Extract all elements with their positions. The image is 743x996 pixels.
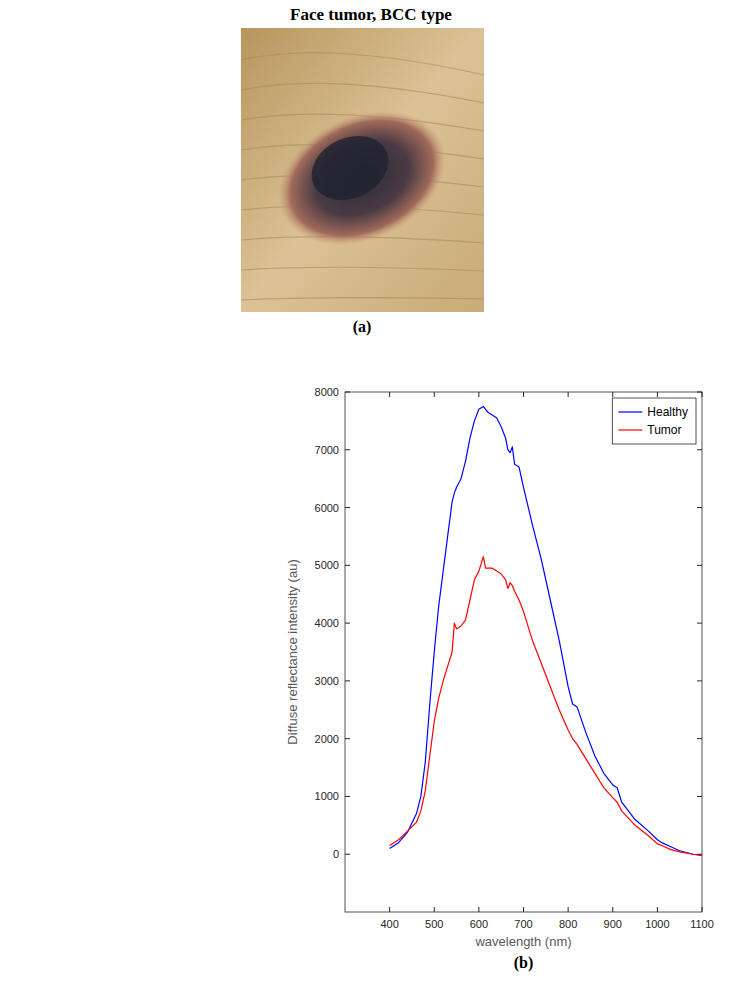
x-tick (434, 392, 435, 397)
lesion-core (301, 124, 399, 212)
x-tick-label: 700 (514, 918, 532, 930)
x-tick (478, 392, 479, 397)
y-tick (345, 738, 350, 739)
x-tick (612, 392, 613, 397)
x-tick-label: 400 (380, 918, 398, 930)
y-tick-label: 5000 (315, 559, 339, 571)
y-tick-label: 4000 (315, 617, 339, 629)
y-tick (697, 623, 702, 624)
panel-label: (b) (514, 954, 534, 972)
series-line (390, 557, 702, 856)
legend-box (612, 398, 696, 444)
x-tick (523, 907, 524, 912)
y-tick-label: 2000 (315, 733, 339, 745)
y-tick (697, 565, 702, 566)
y-tick-label: 6000 (315, 502, 339, 514)
x-tick (523, 392, 524, 397)
legend-label: Healthy (647, 405, 688, 419)
y-tick (697, 507, 702, 508)
x-tick (612, 907, 613, 912)
y-tick (345, 449, 350, 450)
y-tick (345, 796, 350, 797)
y-tick (345, 392, 350, 393)
x-tick-label: 900 (604, 918, 622, 930)
x-tick (568, 392, 569, 397)
y-tick-label: 0 (333, 848, 339, 860)
x-tick (389, 907, 390, 912)
lesion (256, 85, 468, 272)
lines (390, 406, 702, 855)
x-tick (568, 907, 569, 912)
figure-title: Face tumor, BCC type (290, 5, 452, 24)
series-line (390, 406, 702, 855)
y-tick (697, 680, 702, 681)
y-tick (697, 796, 702, 797)
skin-fold (241, 53, 484, 75)
y-tick (345, 565, 350, 566)
y-axis-title: Diffuse reflectance intensity (au) (285, 559, 300, 744)
x-tick (702, 392, 703, 397)
skin-fold (241, 267, 484, 271)
panel-label: (a) (353, 318, 372, 336)
x-tick-label: 600 (470, 918, 488, 930)
x-tick (657, 392, 658, 397)
x-tick-label: 500 (425, 918, 443, 930)
skin-fold (241, 298, 484, 300)
legend-swatch (618, 429, 642, 430)
legend-swatch (618, 411, 642, 412)
x-tick-label: 1100 (690, 918, 714, 930)
y-tick (345, 507, 350, 508)
x-tick (657, 907, 658, 912)
y-tick-label: 1000 (315, 790, 339, 802)
plot-frame (345, 392, 702, 912)
x-tick (702, 907, 703, 912)
y-tick-label: 8000 (315, 386, 339, 398)
x-tick (478, 907, 479, 912)
x-tick (434, 907, 435, 912)
skin (241, 28, 484, 312)
y-tick (697, 449, 702, 450)
photo (241, 28, 484, 312)
x-tick (389, 392, 390, 397)
y-tick (345, 680, 350, 681)
figure: Face tumor, BCC type (a) 400 500 600 700 800 90… (0, 0, 743, 996)
legend-label: Tumor (647, 423, 681, 437)
y-tick (345, 854, 350, 855)
x-tick-label: 1000 (645, 918, 669, 930)
y-tick-label: 3000 (315, 675, 339, 687)
x-tick-label: 800 (559, 918, 577, 930)
x-axis-title: wavelength (nm) (474, 934, 571, 949)
y-tick (697, 392, 702, 393)
skin-fold (241, 83, 484, 103)
axes: 400 500 600 700 800 900 1000 1100 0 1000 2000 3000 4… (315, 386, 714, 930)
y-tick-label: 7000 (315, 444, 339, 456)
legend: Healthy Tumor (612, 398, 696, 444)
y-tick (345, 623, 350, 624)
y-tick (697, 738, 702, 739)
